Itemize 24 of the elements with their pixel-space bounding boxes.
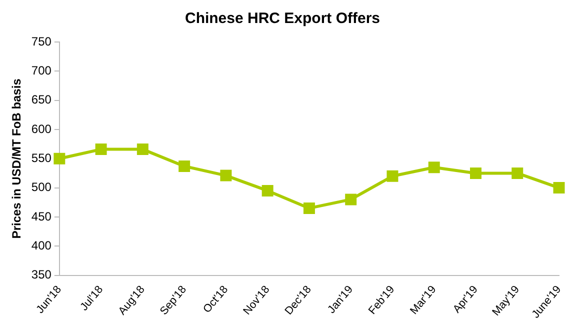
y-tick-label: 350 <box>31 268 52 282</box>
point <box>345 194 357 206</box>
point <box>178 160 190 172</box>
y-tick-label: 650 <box>31 92 52 107</box>
point <box>553 182 565 194</box>
point <box>220 170 232 182</box>
y-tick-label: 500 <box>31 180 52 194</box>
point <box>428 162 440 174</box>
y-tick-label: 700 <box>31 63 52 78</box>
chart-title: Chinese HRC Export Offers <box>184 10 380 28</box>
point <box>303 202 315 214</box>
point <box>470 167 482 179</box>
point <box>386 170 398 182</box>
point <box>512 167 524 179</box>
y-tick-label: 400 <box>31 238 52 252</box>
y-tick-label: 450 <box>31 209 52 224</box>
y-tick-label: 600 <box>31 122 52 136</box>
y-axis-title: Prices in USD/MT FoB basis <box>10 78 24 239</box>
point <box>54 152 66 164</box>
point <box>95 144 107 156</box>
point <box>262 184 274 196</box>
point <box>136 144 148 156</box>
y-tick-label: 750 <box>31 34 52 48</box>
y-tick-label: 550 <box>31 150 52 165</box>
